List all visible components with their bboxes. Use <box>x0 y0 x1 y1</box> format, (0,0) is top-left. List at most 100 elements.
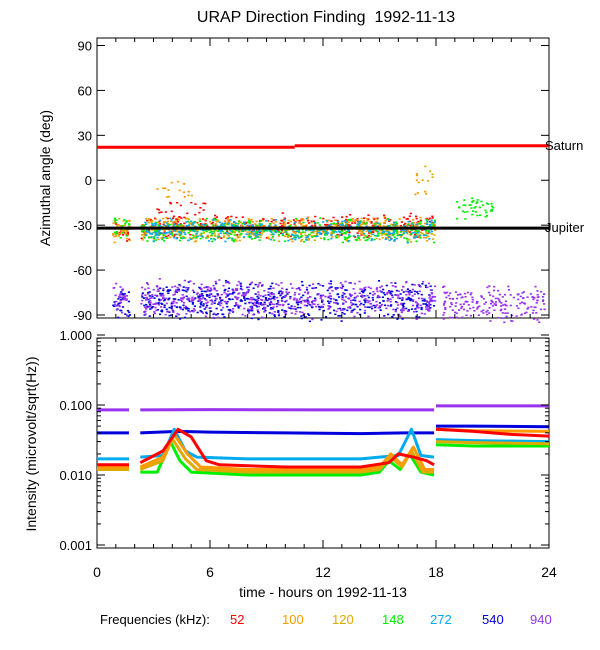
azimuth-point-52khz <box>431 217 434 219</box>
azimuth-point-120khz <box>390 223 393 226</box>
azimuth-point-100khz <box>375 223 378 225</box>
azimuth-point-940khz <box>531 295 534 298</box>
azimuth-point-52khz <box>289 235 292 238</box>
azimuth-point-148khz <box>180 229 184 232</box>
azimuth-point-100khz <box>347 221 350 224</box>
azimuth-point-100khz <box>256 234 259 237</box>
azimuth-point-272khz <box>150 236 153 238</box>
azimuth-point-540khz <box>374 306 377 309</box>
azimuth-point-120khz <box>125 229 129 232</box>
azimuth-ytick-label: 90 <box>78 38 92 53</box>
azimuth-point-148khz <box>281 234 285 237</box>
azimuth-point-120khz <box>259 236 262 239</box>
azimuth-point-148khz <box>210 230 213 233</box>
azimuth-point-540khz <box>167 292 170 295</box>
azimuth-point-940khz <box>234 287 238 290</box>
azimuth-point-940khz <box>271 312 274 315</box>
azimuth-point-540khz <box>305 288 309 291</box>
azimuth-point-540khz <box>329 286 332 289</box>
azimuth-point-540khz <box>257 297 260 300</box>
azimuth-point-940khz <box>272 287 275 289</box>
azimuth-point-540khz <box>262 303 265 306</box>
azimuth-point-940khz <box>491 305 495 307</box>
azimuth-point-100khz <box>182 191 186 193</box>
azimuth-point-540khz <box>268 312 271 314</box>
azimuth-point-540khz <box>389 292 392 295</box>
azimuth-point-272khz <box>230 224 233 226</box>
azimuth-point-540khz <box>341 296 344 299</box>
azimuth-point-272khz <box>405 231 408 234</box>
azimuth-point-272khz <box>234 222 237 225</box>
azimuth-point-540khz <box>389 305 392 307</box>
azimuth-point-272khz <box>192 229 195 231</box>
azimuth-point-52khz <box>241 216 244 218</box>
azimuth-point-540khz <box>277 314 281 317</box>
azimuth-point-540khz <box>415 310 418 313</box>
azimuth-point-940khz <box>407 291 410 294</box>
azimuth-point-272khz <box>178 231 181 233</box>
azimuth-point-272khz <box>187 224 191 227</box>
azimuth-point-148khz <box>190 229 193 232</box>
azimuth-point-120khz <box>122 219 125 222</box>
azimuth-point-940khz <box>285 299 288 302</box>
azimuth-point-100khz <box>238 221 241 224</box>
azimuth-point-540khz <box>273 296 276 298</box>
azimuth-point-272khz <box>169 230 172 233</box>
azimuth-point-940khz <box>225 281 228 284</box>
azimuth-point-148khz <box>250 238 253 240</box>
azimuth-point-52khz <box>427 218 430 221</box>
azimuth-point-272khz <box>192 230 195 232</box>
azimuth-point-940khz <box>182 296 186 299</box>
azimuth-point-940khz <box>199 294 202 296</box>
azimuth-point-100khz <box>331 236 334 238</box>
azimuth-point-540khz <box>126 309 130 312</box>
azimuth-point-940khz <box>472 306 475 309</box>
azimuth-point-52khz <box>356 220 360 223</box>
azimuth-point-52khz <box>149 218 152 221</box>
azimuth-point-540khz <box>165 286 168 288</box>
azimuth-point-540khz <box>371 299 375 301</box>
azimuth-point-272khz <box>189 238 193 240</box>
azimuth-point-52khz <box>376 217 379 220</box>
azimuth-point-540khz <box>330 286 333 288</box>
azimuth-point-940khz <box>179 284 182 287</box>
azimuth-point-120khz <box>216 218 219 221</box>
azimuth-point-940khz <box>114 294 117 297</box>
azimuth-point-148khz <box>331 229 334 232</box>
azimuth-point-52khz <box>356 232 359 234</box>
azimuth-point-940khz <box>374 305 377 307</box>
azimuth-point-940khz <box>379 304 382 307</box>
azimuth-point-540khz <box>343 308 346 310</box>
azimuth-point-272khz <box>390 238 393 241</box>
azimuth-point-540khz <box>402 305 405 308</box>
azimuth-point-940khz <box>263 308 266 310</box>
azimuth-point-940khz <box>350 299 353 302</box>
azimuth-point-120khz <box>142 233 145 236</box>
azimuth-point-120khz <box>399 236 403 238</box>
azimuth-point-120khz <box>376 218 379 221</box>
azimuth-point-148khz <box>258 239 261 242</box>
azimuth-point-540khz <box>394 301 398 303</box>
azimuth-point-100khz <box>125 232 128 234</box>
azimuth-point-940khz <box>186 298 189 300</box>
azimuth-point-940khz <box>358 280 361 283</box>
azimuth-point-120khz <box>281 231 284 233</box>
azimuth-point-272khz <box>192 222 195 225</box>
azimuth-point-940khz <box>257 284 260 286</box>
azimuth-point-148khz <box>377 232 380 235</box>
azimuth-point-940khz <box>451 309 454 311</box>
azimuth-point-540khz <box>329 312 332 314</box>
azimuth-point-940khz <box>311 318 314 321</box>
azimuth-point-540khz <box>151 295 154 298</box>
azimuth-point-940khz <box>198 299 202 302</box>
azimuth-point-940khz <box>113 303 116 306</box>
azimuth-point-52khz <box>160 211 163 213</box>
azimuth-point-940khz <box>494 303 497 306</box>
azimuth-point-540khz <box>341 312 344 314</box>
azimuth-point-148khz <box>490 205 494 208</box>
azimuth-point-940khz <box>256 299 260 302</box>
azimuth-point-148khz <box>263 230 266 233</box>
azimuth-point-120khz <box>287 233 290 236</box>
azimuth-point-120khz <box>143 230 147 233</box>
